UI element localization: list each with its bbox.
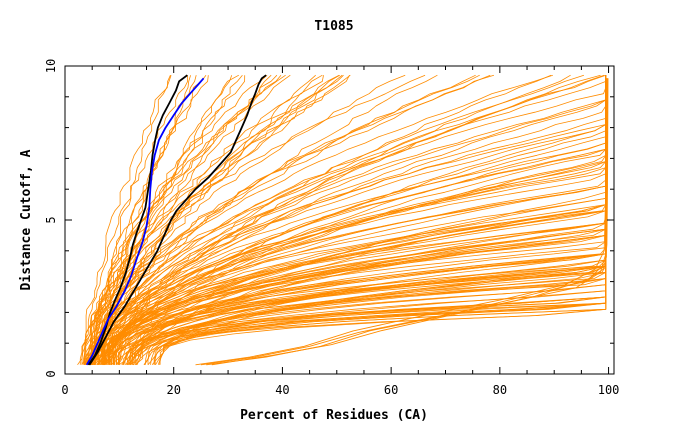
model-curve-30 bbox=[77, 75, 171, 366]
x-tick-label: 100 bbox=[598, 383, 620, 397]
x-tick-label: 60 bbox=[384, 383, 398, 397]
model-curve-126 bbox=[118, 75, 607, 366]
model-curve-19 bbox=[83, 74, 491, 366]
plot-lines bbox=[77, 74, 609, 366]
axis-ticks: 0 20 40 60 80 100 0 5 10 bbox=[44, 59, 619, 397]
x-axis-label: Percent of Residues (CA) bbox=[240, 408, 428, 423]
model-curve-24 bbox=[89, 74, 278, 365]
x-tick-label: 0 bbox=[61, 383, 68, 397]
outlier-curve-3 bbox=[211, 78, 609, 366]
x-tick-label: 40 bbox=[275, 383, 289, 397]
model-curve-20 bbox=[84, 75, 189, 365]
y-tick-label: 5 bbox=[44, 216, 58, 223]
highlight-curve-2 bbox=[88, 74, 267, 366]
model-curve-69 bbox=[109, 74, 571, 365]
model-curve-23 bbox=[85, 74, 207, 365]
model-curve-62 bbox=[92, 75, 607, 365]
model-curve-132 bbox=[157, 75, 607, 365]
model-curve-33 bbox=[91, 74, 243, 366]
y-axis-label: Distance Cutoff, A bbox=[19, 149, 34, 290]
x-tick-label: 80 bbox=[493, 383, 507, 397]
y-tick-label: 0 bbox=[44, 370, 58, 377]
model-curve-29 bbox=[83, 74, 286, 365]
y-tick-label: 10 bbox=[44, 59, 58, 73]
chart-title: T1085 bbox=[314, 19, 353, 34]
model-curve-18 bbox=[103, 75, 607, 365]
model-curve-67 bbox=[108, 74, 605, 365]
model-curve-16 bbox=[81, 74, 426, 366]
model-curve-6 bbox=[85, 74, 343, 365]
model-curve-93 bbox=[119, 75, 607, 365]
model-curve-9 bbox=[86, 75, 209, 365]
model-curve-28 bbox=[84, 74, 340, 365]
model-curve-21 bbox=[92, 74, 606, 365]
model-curve-10 bbox=[93, 75, 350, 365]
model-curve-113 bbox=[114, 75, 607, 365]
x-tick-label: 20 bbox=[166, 383, 180, 397]
model-curve-66 bbox=[91, 74, 406, 365]
model-curve-26 bbox=[97, 75, 191, 365]
model-curve-12 bbox=[93, 75, 172, 365]
outlier-curve-0 bbox=[195, 78, 607, 366]
model-curve-75 bbox=[104, 74, 601, 365]
model-curve-56 bbox=[103, 74, 476, 365]
highlight-curve-1 bbox=[85, 77, 205, 366]
